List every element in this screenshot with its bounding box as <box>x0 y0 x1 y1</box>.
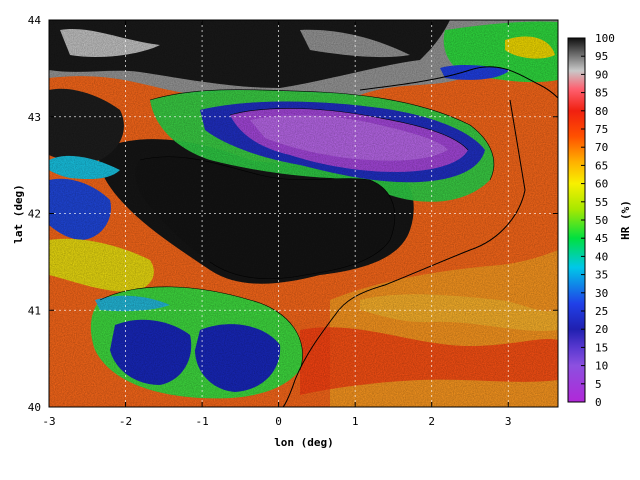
y-axis-title: lat (deg) <box>12 184 25 244</box>
colorbar-tick-label: 50 <box>595 214 608 227</box>
colorbar: 0 5 10 15 20 25 30 35 40 45 50 55 60 65 70 75 80 85 90 95 10… <box>567 32 632 409</box>
y-tick-label: 41 <box>28 304 41 317</box>
coastline <box>282 66 558 407</box>
colorbar-tick-label: 20 <box>595 323 608 336</box>
x-tick-label: -3 <box>42 415 55 428</box>
contour-3 <box>99 286 303 371</box>
colorbar-tick-label: 40 <box>595 250 608 263</box>
contour-1 <box>149 89 495 181</box>
colorbar-tick-label: 5 <box>595 378 602 391</box>
x-tick-label: -1 <box>195 415 208 428</box>
y-tick-label: 42 <box>28 208 41 221</box>
x-axis: -3 -2 -1 0 1 2 3 <box>42 20 512 428</box>
x-tick-label: -2 <box>119 415 132 428</box>
x-tick-label: 0 <box>275 415 282 428</box>
colorbar-tick-label: 70 <box>595 141 608 154</box>
colorbar-tick-label: 15 <box>595 341 608 354</box>
colorbar-tick-label: 95 <box>595 50 608 63</box>
colorbar-tick-label: 90 <box>595 68 608 81</box>
colorbar-tick-label: 80 <box>595 105 608 118</box>
y-axis: 40 41 42 43 44 <box>28 14 558 414</box>
colorbar-tick-label: 35 <box>595 269 608 282</box>
x-axis-title: lon (deg) <box>274 436 334 449</box>
humidity-field <box>49 20 558 407</box>
colorbar-tick-label: 60 <box>595 178 608 191</box>
colorbar-ticks: 0 5 10 15 20 25 30 35 40 45 50 55 60 65 70 75 80 85 90 95 10… <box>581 32 615 409</box>
colorbar-tick-label: 55 <box>595 196 608 209</box>
colorbar-tick-label: 10 <box>595 360 608 373</box>
x-tick-label: 3 <box>505 415 512 428</box>
contour-2 <box>139 156 396 280</box>
colorbar-title: HR (%) <box>619 200 632 240</box>
colorbar-tick-label: 45 <box>595 232 608 245</box>
y-tick-label: 44 <box>28 14 42 27</box>
y-tick-label: 43 <box>28 111 41 124</box>
colorbar-tick-label: 25 <box>595 305 608 318</box>
y-tick-label: 40 <box>28 401 41 414</box>
colorbar-tick-label: 75 <box>595 123 608 136</box>
colorbar-tick-label: 30 <box>595 287 608 300</box>
x-tick-label: 2 <box>428 415 435 428</box>
colorbar-tick-label: 0 <box>595 396 602 409</box>
colorbar-tick-label: 85 <box>595 87 608 100</box>
colorbar-tick-label: 65 <box>595 159 608 172</box>
x-tick-label: 1 <box>352 415 359 428</box>
field-texture <box>49 20 558 407</box>
colorbar-tick-label: 100 <box>595 32 615 45</box>
